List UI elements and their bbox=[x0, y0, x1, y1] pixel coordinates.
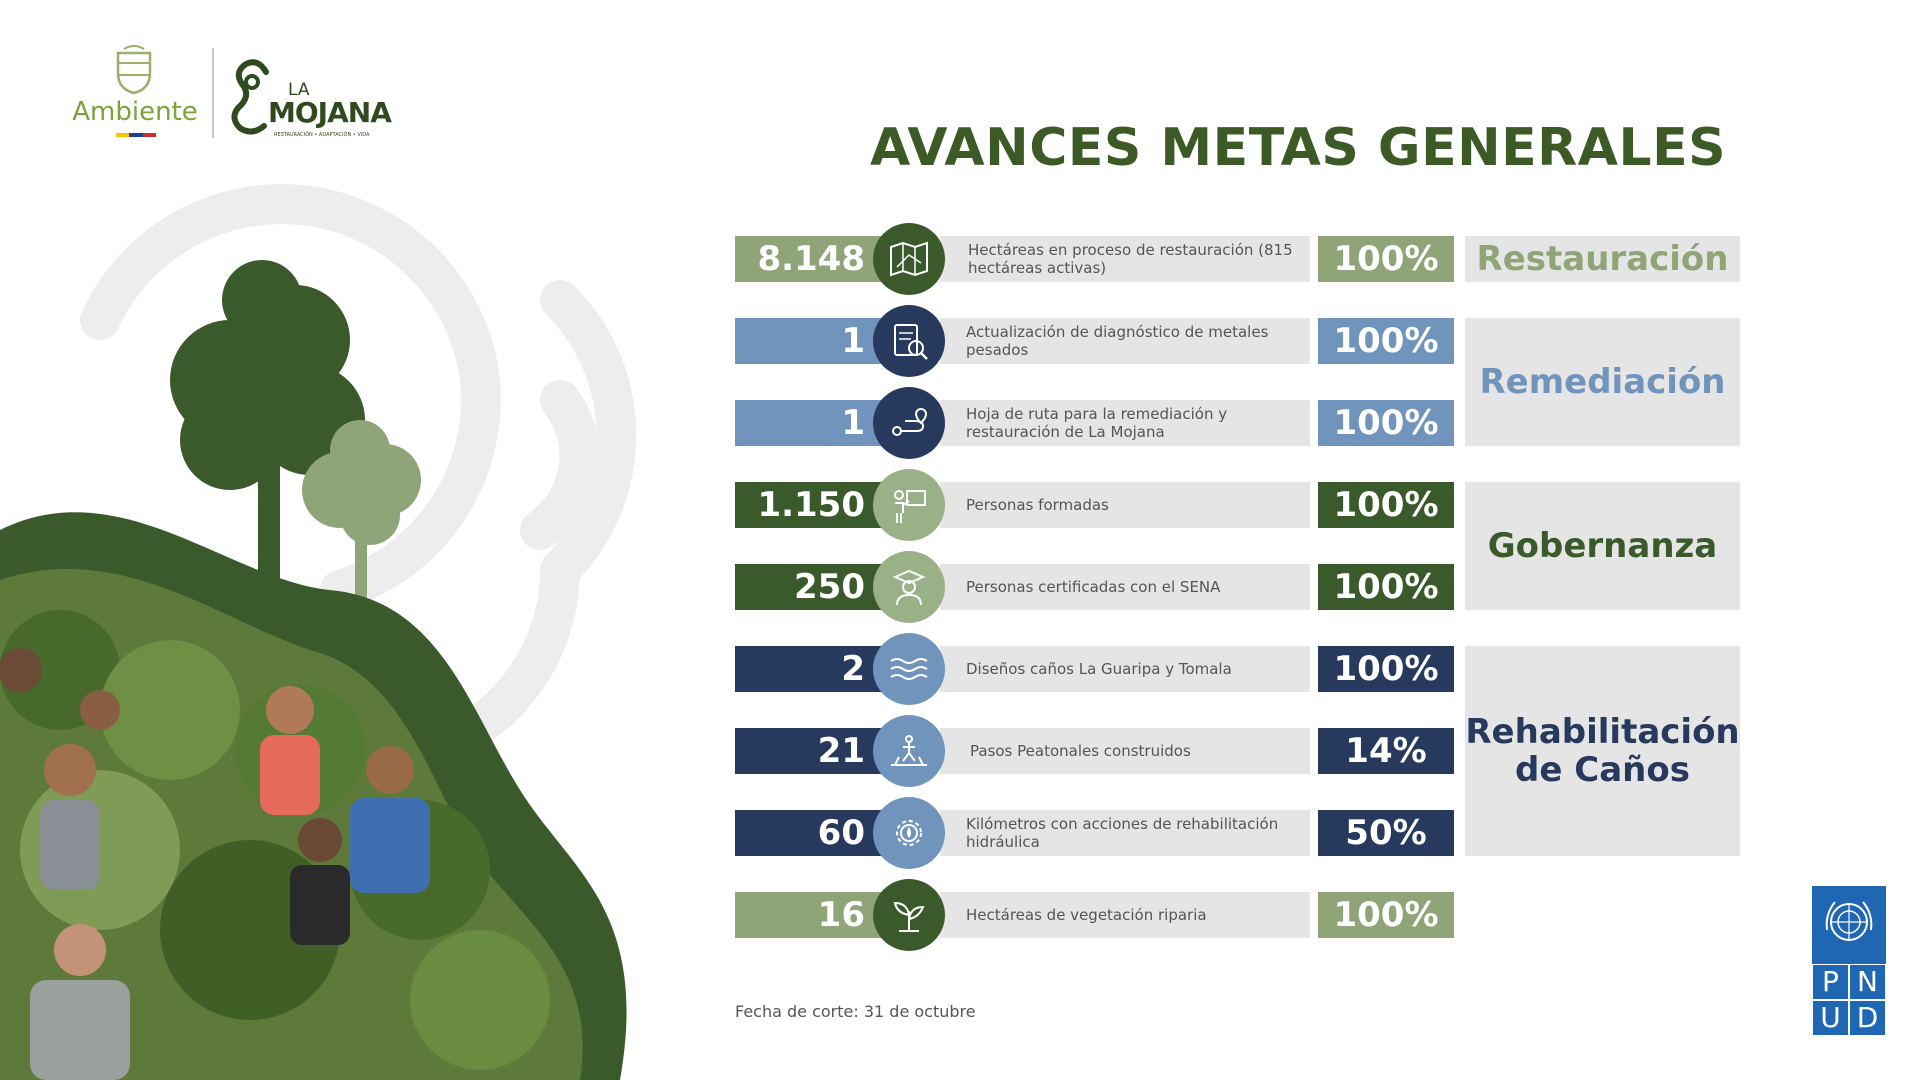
goal-percent: 100% bbox=[1318, 482, 1454, 528]
goal-value: 8.148 bbox=[735, 236, 895, 282]
page-title: AVANCES METAS GENERALES bbox=[870, 118, 1727, 178]
footbridge-icon bbox=[873, 715, 945, 787]
goal-description: Kilómetros con acciones de rehabilitació… bbox=[966, 815, 1279, 851]
goal-value: 1 bbox=[735, 400, 895, 446]
logo-divider bbox=[212, 48, 214, 138]
goal-value: 2 bbox=[735, 646, 895, 692]
goal-description: Pasos Peatonales construidos bbox=[970, 742, 1191, 760]
colombia-coat-of-arms-icon bbox=[116, 45, 152, 95]
goal-percent: 14% bbox=[1318, 728, 1454, 774]
goal-percent: 100% bbox=[1318, 318, 1454, 364]
un-emblem-icon bbox=[1825, 901, 1873, 941]
category-gobernanza: Gobernanza bbox=[1465, 482, 1740, 610]
goal-description: Hectáreas de vegetación riparia bbox=[966, 906, 1207, 924]
pnud-letter: D bbox=[1849, 1000, 1886, 1036]
goal-description: Personas formadas bbox=[966, 496, 1109, 514]
pnud-letter: P bbox=[1812, 964, 1849, 1000]
goal-value: 16 bbox=[735, 892, 895, 938]
photo-people bbox=[0, 648, 430, 1080]
la-mojana-logo: LA MOJANA RESTAURACIÓN • ADAPTACIÓN • VI… bbox=[228, 52, 392, 142]
goal-description: Hoja de ruta para la remediación y resta… bbox=[966, 405, 1228, 441]
cutoff-date-note: Fecha de corte: 31 de octubre bbox=[735, 1002, 976, 1021]
pnud-letter: U bbox=[1812, 1000, 1849, 1036]
teacher-icon bbox=[873, 469, 945, 541]
goal-description: Hectáreas en proceso de restauración (81… bbox=[968, 241, 1293, 277]
water-waves-icon bbox=[873, 633, 945, 705]
goal-value: 1 bbox=[735, 318, 895, 364]
map-icon bbox=[873, 223, 945, 295]
goal-value: 60 bbox=[735, 810, 895, 856]
mojana-spiral-icon bbox=[231, 59, 269, 135]
goal-percent: 100% bbox=[1318, 236, 1454, 282]
category-restauracion: Restauración bbox=[1465, 236, 1740, 282]
mojana-logo-name: MOJANA bbox=[268, 96, 392, 129]
pnud-logo: P N U D bbox=[1812, 886, 1886, 1036]
ambiente-logo-text: Ambiente bbox=[72, 97, 198, 127]
colombia-flag-stripe bbox=[116, 133, 156, 137]
background-illustration bbox=[0, 184, 637, 1080]
goal-percent: 100% bbox=[1318, 892, 1454, 938]
goal-percent: 100% bbox=[1318, 646, 1454, 692]
graduate-icon bbox=[873, 551, 945, 623]
pnud-letters: P N U D bbox=[1812, 964, 1886, 1036]
hydraulic-gear-icon bbox=[873, 797, 945, 869]
goal-percent: 100% bbox=[1318, 400, 1454, 446]
mojana-logo-la: LA bbox=[288, 80, 310, 100]
goal-value: 21 bbox=[735, 728, 895, 774]
goal-percent: 50% bbox=[1318, 810, 1454, 856]
category-rehabilitacion-canos: Rehabilitación de Caños bbox=[1465, 646, 1740, 856]
ambiente-logo: Ambiente bbox=[60, 45, 210, 145]
category-remediacion: Remediación bbox=[1465, 318, 1740, 446]
pnud-letter: N bbox=[1849, 964, 1886, 1000]
goal-percent: 100% bbox=[1318, 564, 1454, 610]
goal-value: 1.150 bbox=[735, 482, 895, 528]
goal-description: Personas certificadas con el SENA bbox=[966, 578, 1221, 596]
diagnosis-document-icon bbox=[873, 305, 945, 377]
goal-value: 250 bbox=[735, 564, 895, 610]
route-icon bbox=[873, 387, 945, 459]
goal-description: Actualización de diagnóstico de metales … bbox=[966, 323, 1269, 359]
plant-sprout-icon bbox=[873, 879, 945, 951]
mojana-logo-tagline: RESTAURACIÓN • ADAPTACIÓN • VIDA bbox=[274, 132, 370, 138]
goal-description: Diseños caños La Guaripa y Tomala bbox=[966, 660, 1232, 678]
